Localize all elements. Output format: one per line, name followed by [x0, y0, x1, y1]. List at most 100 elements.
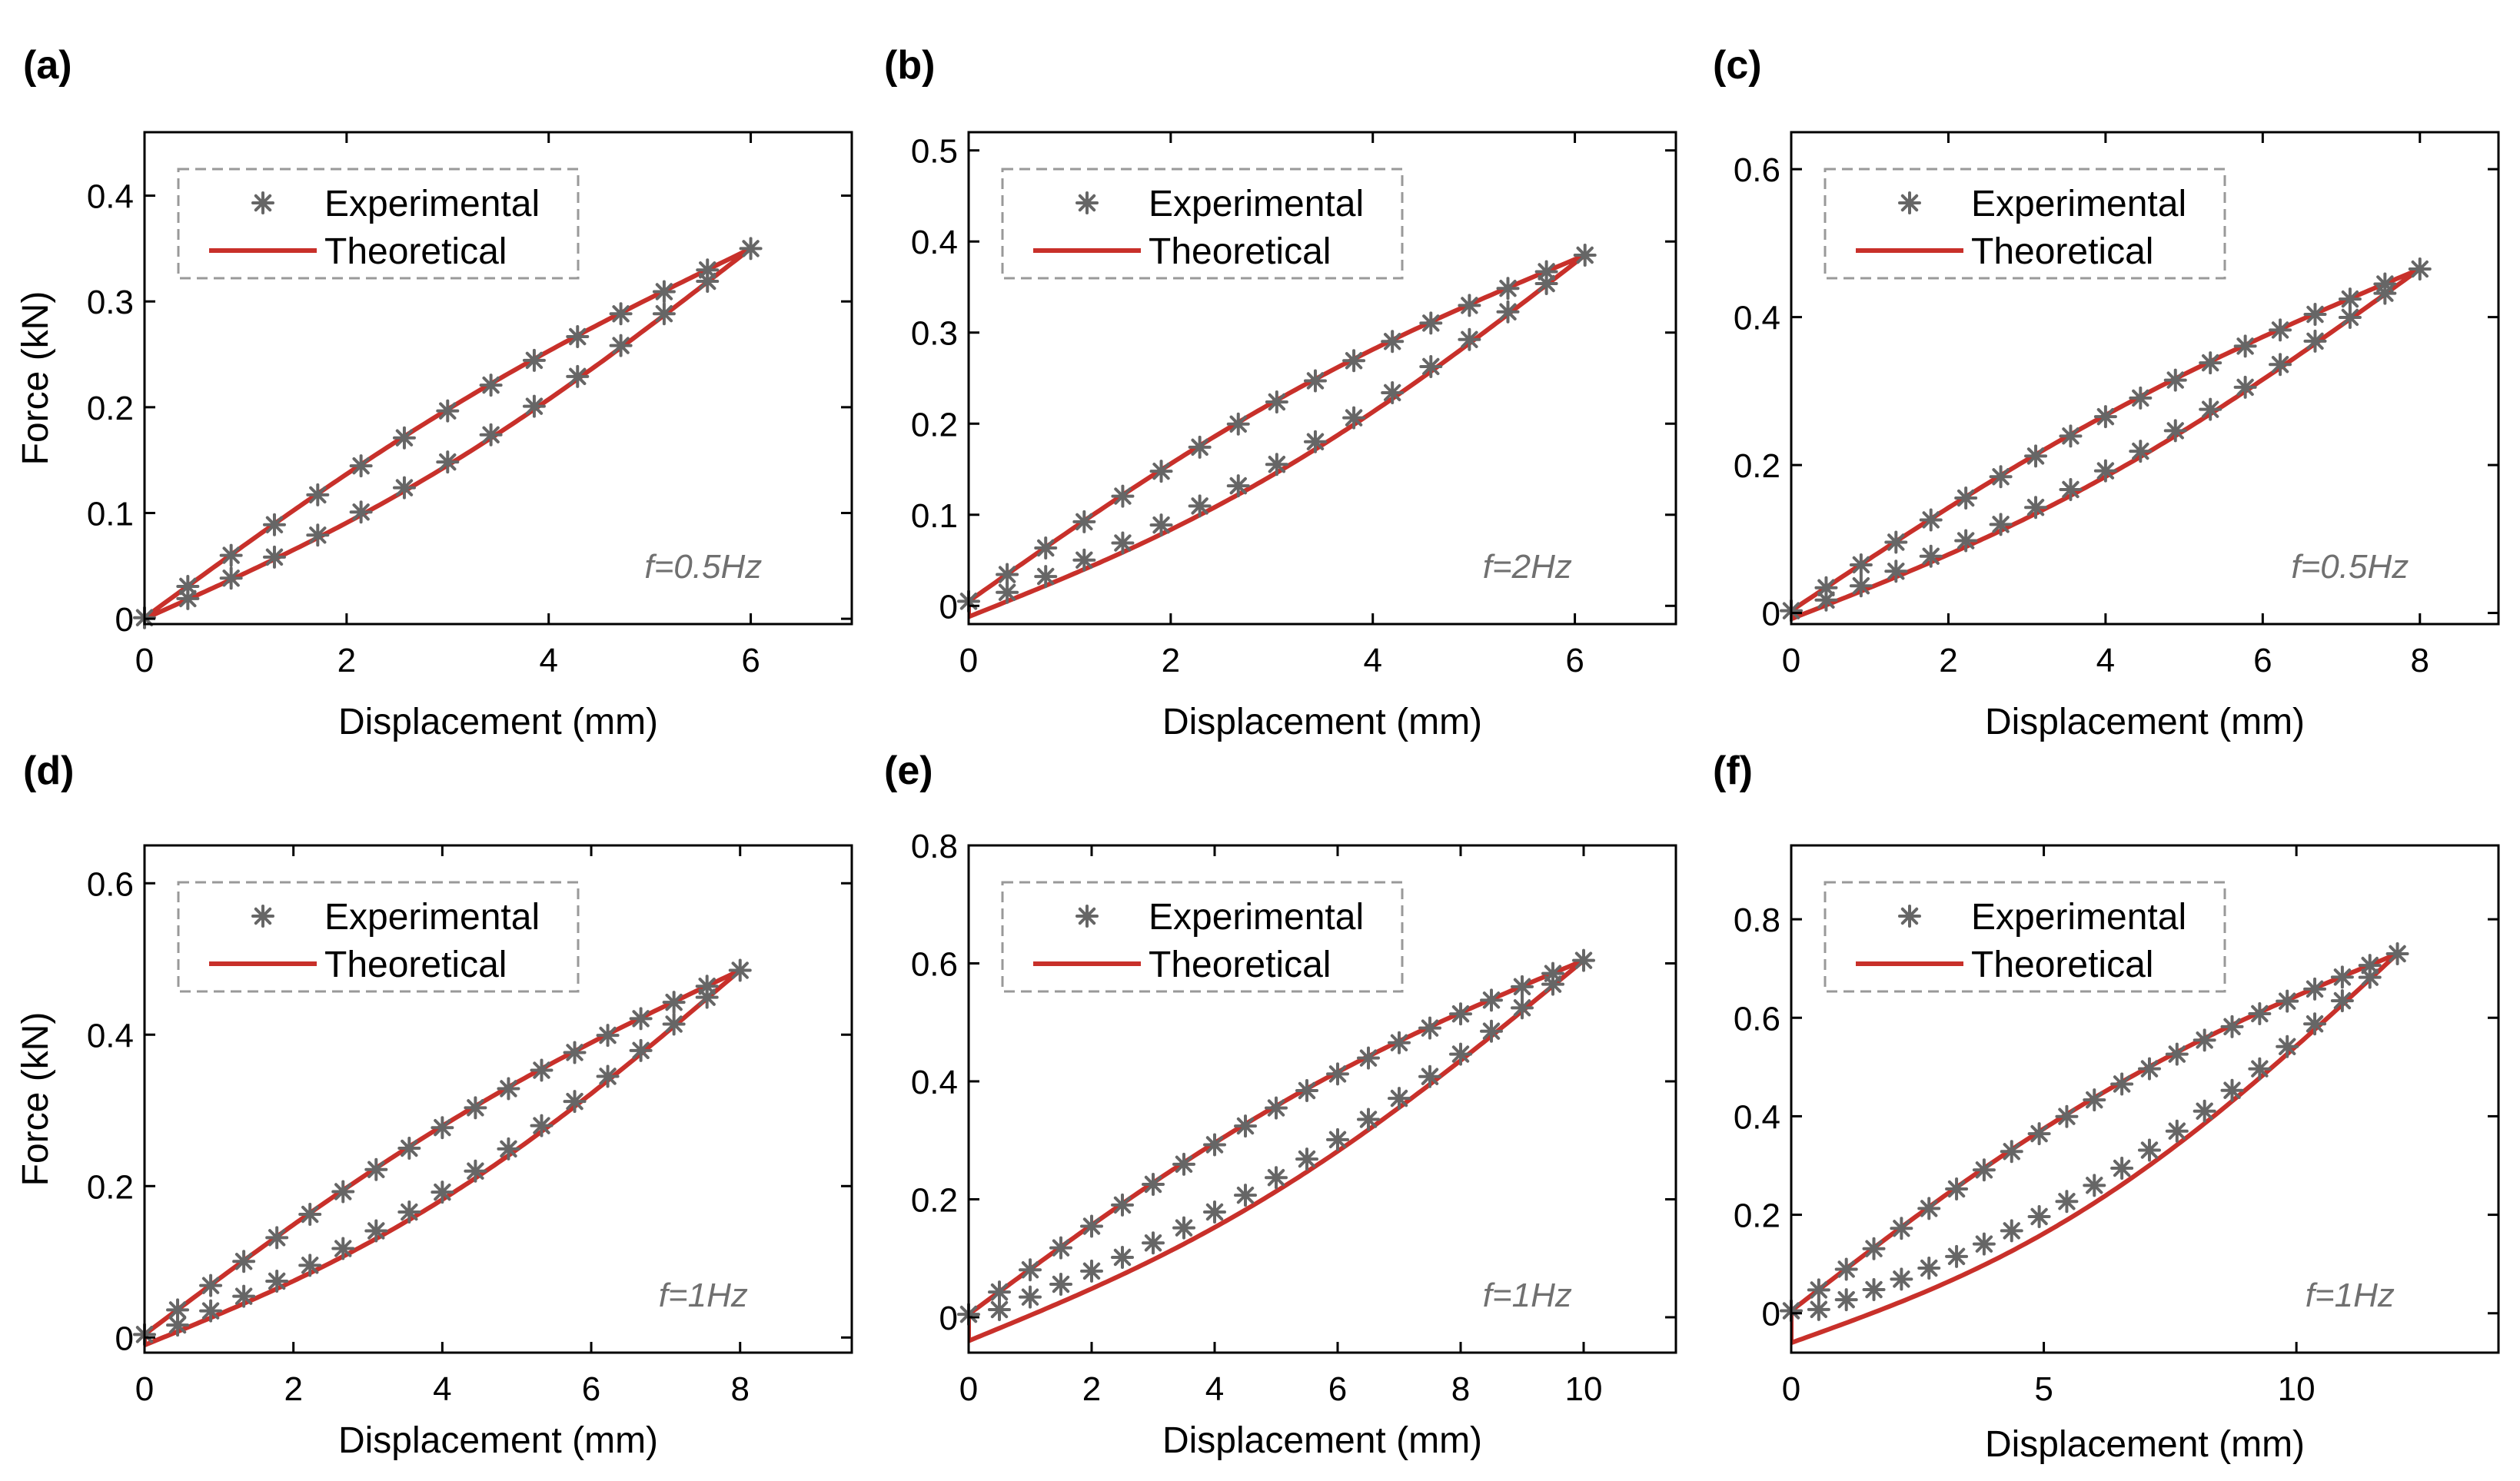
x-tick-label: 6 [582, 1370, 600, 1408]
experimental-point [1534, 272, 1558, 296]
experimental-point [1080, 1259, 1103, 1283]
panel-label: (b) [884, 43, 935, 88]
experimental-point [1172, 1216, 1195, 1240]
experimental-point [2055, 1190, 2079, 1214]
experimental-point [629, 1007, 653, 1031]
experimental-point [1496, 277, 1520, 301]
axes-frame [967, 131, 1677, 626]
chart-panel-e: (e) 0 2 4 6 8 10 0 0.2 0.4 0.6 0.8 Displacement (mm)… [884, 749, 1677, 1461]
y-tick-label: 0.4 [1734, 1098, 1780, 1136]
experimental-point [739, 237, 763, 261]
experimental-point [1449, 1002, 1472, 1026]
frequency-annotation: f=0.5Hz [2291, 548, 2409, 586]
experimental-point [1265, 1166, 1288, 1190]
x-tick-label: 6 [2253, 642, 2272, 679]
experimental-point [652, 280, 676, 304]
x-tick-label: 2 [284, 1370, 302, 1408]
y-tick-label: 0.4 [911, 224, 958, 261]
experimental-point [479, 423, 503, 447]
legend: Experimental Theoretical [1824, 168, 2226, 280]
experimental-point [397, 1200, 421, 1224]
experimental-point [397, 1137, 421, 1161]
y-axis-title: Force (kN) [15, 1012, 56, 1187]
experimental-point [1418, 1064, 1441, 1088]
axes-frame [143, 844, 853, 1354]
x-tick-label: 6 [1565, 642, 1584, 679]
experimental-point [464, 1096, 487, 1120]
experimental-point [232, 1250, 256, 1273]
experimental-point [1814, 588, 1838, 612]
experimental-point [1511, 996, 1534, 1020]
experimental-point [1111, 531, 1135, 555]
experimental-point [1034, 565, 1058, 589]
legend-experimental-marker [1075, 905, 1099, 928]
legend-experimental-label: Experimental [1971, 184, 2186, 224]
y-tick-label: 0.2 [1734, 1197, 1780, 1235]
x-axis-title: Displacement (mm) [1162, 1420, 1482, 1461]
experimental-point [1849, 574, 1873, 598]
x-tick-label: 2 [1939, 642, 1957, 679]
experimental-point [2129, 440, 2153, 463]
y-tick-label: 0.4 [87, 178, 134, 216]
x-tick-label: 2 [1082, 1370, 1101, 1408]
experimental-point [2110, 1157, 2134, 1180]
experimental-point [1172, 1152, 1195, 1176]
experimental-point [1834, 1257, 1858, 1281]
y-tick-label: 0.3 [87, 284, 134, 321]
experimental-point [2163, 419, 2187, 443]
experimental-point [2024, 496, 2048, 520]
axes-frame [1790, 844, 2500, 1354]
y-tick-label: 0.2 [1734, 447, 1780, 485]
experimental-point [2373, 281, 2397, 305]
experimental-point [2269, 318, 2292, 342]
frequency-annotation: f=1Hz [1483, 1277, 1572, 1314]
experimental-point [497, 1137, 520, 1161]
experimental-point [436, 399, 460, 423]
experimental-point [364, 1219, 388, 1243]
experimental-point [2110, 1072, 2134, 1096]
experimental-point [2338, 305, 2362, 329]
legend-experimental-label: Experimental [1149, 897, 1364, 938]
experimental-point [2338, 287, 2362, 311]
experimental-point [2129, 386, 2153, 410]
experimental-point [1511, 975, 1534, 998]
experimental-point [219, 543, 243, 567]
experimental-point [1807, 1278, 1830, 1302]
experimental-point [2199, 397, 2222, 421]
experimental-point [1203, 1133, 1226, 1157]
experimental-point [695, 985, 719, 1009]
experimental-point [1573, 244, 1597, 267]
x-tick-label: 4 [1205, 1370, 1224, 1408]
experimental-point [1807, 1297, 1830, 1321]
experimental-point [364, 1157, 388, 1181]
panel-label: (d) [23, 749, 74, 793]
experimental-point [2358, 965, 2382, 989]
legend-theoretical-label: Theoretical [1971, 945, 2153, 985]
x-tick-label: 2 [1162, 642, 1180, 679]
experimental-point [1480, 1019, 1503, 1043]
legend-box [1001, 881, 1404, 993]
y-tick-label: 0 [115, 1320, 134, 1357]
experimental-point [298, 1254, 322, 1277]
experimental-point [1572, 948, 1595, 972]
experimental-point [1381, 330, 1405, 354]
x-tick-label: 4 [1363, 642, 1381, 679]
experimental-point [2163, 368, 2187, 392]
legend: Experimental Theoretical [177, 168, 580, 280]
x-tick-label: 10 [1565, 1370, 1603, 1408]
x-tick-label: 0 [1782, 1370, 1800, 1408]
y-tick-label: 0.2 [911, 406, 958, 443]
experimental-point [1884, 560, 1908, 583]
y-tick-label: 0.4 [1734, 300, 1780, 337]
experimental-point [199, 1273, 223, 1297]
experimental-point [2385, 941, 2409, 965]
experimental-point [2093, 405, 2117, 429]
x-tick-label: 4 [433, 1370, 451, 1408]
experimental-point [2248, 1057, 2272, 1081]
experimental-point [1226, 412, 1250, 436]
experimental-point [331, 1237, 355, 1260]
experimental-point [2330, 965, 2354, 989]
y-tick-label: 0.2 [911, 1181, 958, 1219]
x-tick-label: 0 [959, 1370, 978, 1408]
experimental-point [2220, 1014, 2244, 1038]
